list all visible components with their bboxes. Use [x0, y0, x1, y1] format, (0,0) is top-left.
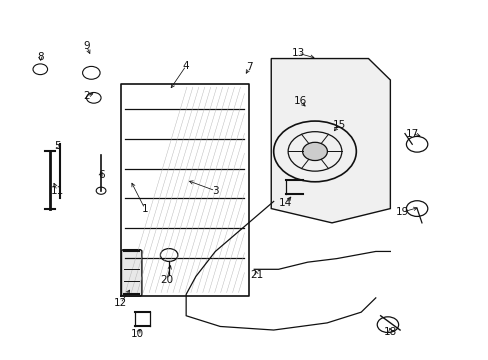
Text: 6: 6: [98, 170, 104, 180]
Text: 13: 13: [291, 48, 304, 58]
Text: 3: 3: [212, 186, 218, 196]
Text: 19: 19: [395, 207, 408, 217]
Text: 9: 9: [83, 41, 90, 51]
Text: 8: 8: [37, 52, 43, 62]
Text: 5: 5: [54, 141, 61, 151]
Circle shape: [302, 142, 327, 161]
FancyBboxPatch shape: [121, 249, 142, 296]
Text: 7: 7: [245, 63, 252, 72]
Text: 12: 12: [114, 298, 127, 308]
Text: 16: 16: [293, 96, 306, 107]
Text: 10: 10: [131, 329, 144, 339]
Text: 4: 4: [183, 61, 189, 71]
Text: 14: 14: [279, 198, 292, 208]
Text: 1: 1: [141, 203, 148, 213]
Text: 20: 20: [160, 275, 173, 285]
Text: 15: 15: [332, 120, 345, 130]
Text: 2: 2: [83, 91, 90, 101]
Text: 17: 17: [405, 129, 418, 139]
Text: 18: 18: [383, 327, 396, 337]
Polygon shape: [271, 59, 389, 223]
Text: 21: 21: [249, 270, 263, 280]
Text: 11: 11: [51, 186, 64, 196]
